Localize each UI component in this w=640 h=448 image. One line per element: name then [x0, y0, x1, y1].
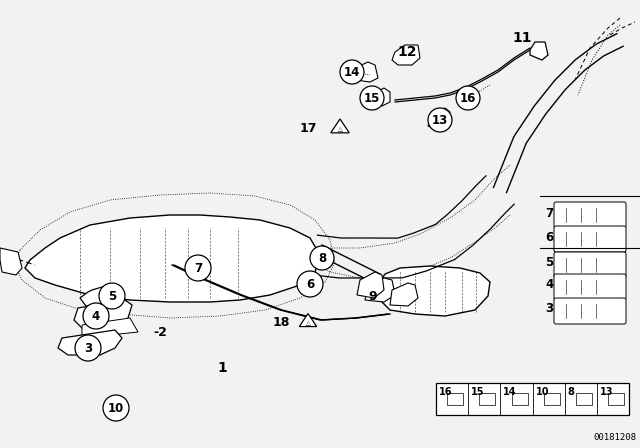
Text: 18: 18: [273, 315, 290, 328]
Polygon shape: [80, 284, 122, 308]
Circle shape: [75, 335, 101, 361]
Text: 6: 6: [306, 277, 314, 290]
Text: 16: 16: [439, 387, 452, 397]
Circle shape: [83, 303, 109, 329]
Polygon shape: [355, 62, 378, 82]
Text: 3: 3: [84, 341, 92, 354]
Text: 14: 14: [344, 65, 360, 78]
Text: 15: 15: [471, 387, 484, 397]
Polygon shape: [374, 88, 390, 106]
Circle shape: [310, 246, 334, 270]
Bar: [436, 383, 629, 415]
Text: 16: 16: [460, 91, 476, 104]
Text: 4: 4: [545, 279, 553, 292]
Text: 15: 15: [364, 91, 380, 104]
Text: 3: 3: [545, 302, 553, 315]
FancyBboxPatch shape: [554, 298, 626, 324]
Text: -2: -2: [153, 326, 167, 339]
Circle shape: [103, 395, 129, 421]
Polygon shape: [0, 248, 22, 275]
Text: 9: 9: [369, 289, 378, 302]
Circle shape: [297, 271, 323, 297]
Bar: [479, 393, 495, 405]
Polygon shape: [82, 318, 138, 338]
Text: 00181208: 00181208: [593, 433, 636, 442]
FancyBboxPatch shape: [554, 252, 626, 278]
Circle shape: [360, 86, 384, 110]
Text: 10: 10: [536, 387, 549, 397]
Text: 14: 14: [503, 387, 517, 397]
Text: 8: 8: [318, 251, 326, 264]
Polygon shape: [365, 278, 395, 302]
Polygon shape: [331, 119, 349, 133]
Polygon shape: [25, 215, 320, 302]
Text: 12: 12: [397, 45, 417, 59]
Polygon shape: [357, 272, 384, 298]
Text: 7: 7: [545, 207, 553, 220]
Text: 5: 5: [545, 257, 553, 270]
Text: 7: 7: [194, 262, 202, 275]
Bar: [447, 393, 463, 405]
Text: 5: 5: [108, 289, 116, 302]
Polygon shape: [390, 283, 418, 306]
Bar: [576, 393, 592, 405]
Polygon shape: [428, 108, 450, 130]
FancyBboxPatch shape: [554, 202, 626, 228]
Text: 13: 13: [600, 387, 613, 397]
Circle shape: [456, 86, 480, 110]
Polygon shape: [74, 300, 132, 328]
Text: 10: 10: [108, 401, 124, 414]
Text: 17: 17: [300, 121, 317, 134]
Text: 6: 6: [545, 231, 553, 244]
Circle shape: [99, 283, 125, 309]
Bar: [544, 393, 560, 405]
Text: 13: 13: [432, 113, 448, 126]
Text: △: △: [338, 126, 342, 131]
Polygon shape: [58, 330, 122, 355]
Bar: [608, 393, 624, 405]
Text: 8: 8: [568, 387, 575, 397]
Polygon shape: [530, 42, 548, 60]
FancyBboxPatch shape: [554, 274, 626, 300]
Polygon shape: [300, 314, 317, 327]
Text: 11: 11: [512, 31, 532, 45]
Circle shape: [185, 255, 211, 281]
Bar: [511, 393, 527, 405]
FancyBboxPatch shape: [554, 226, 626, 252]
Text: 1: 1: [217, 361, 227, 375]
Circle shape: [428, 108, 452, 132]
Polygon shape: [392, 45, 420, 65]
Text: △: △: [306, 320, 310, 325]
Polygon shape: [378, 266, 490, 316]
Text: 4: 4: [92, 310, 100, 323]
Circle shape: [340, 60, 364, 84]
